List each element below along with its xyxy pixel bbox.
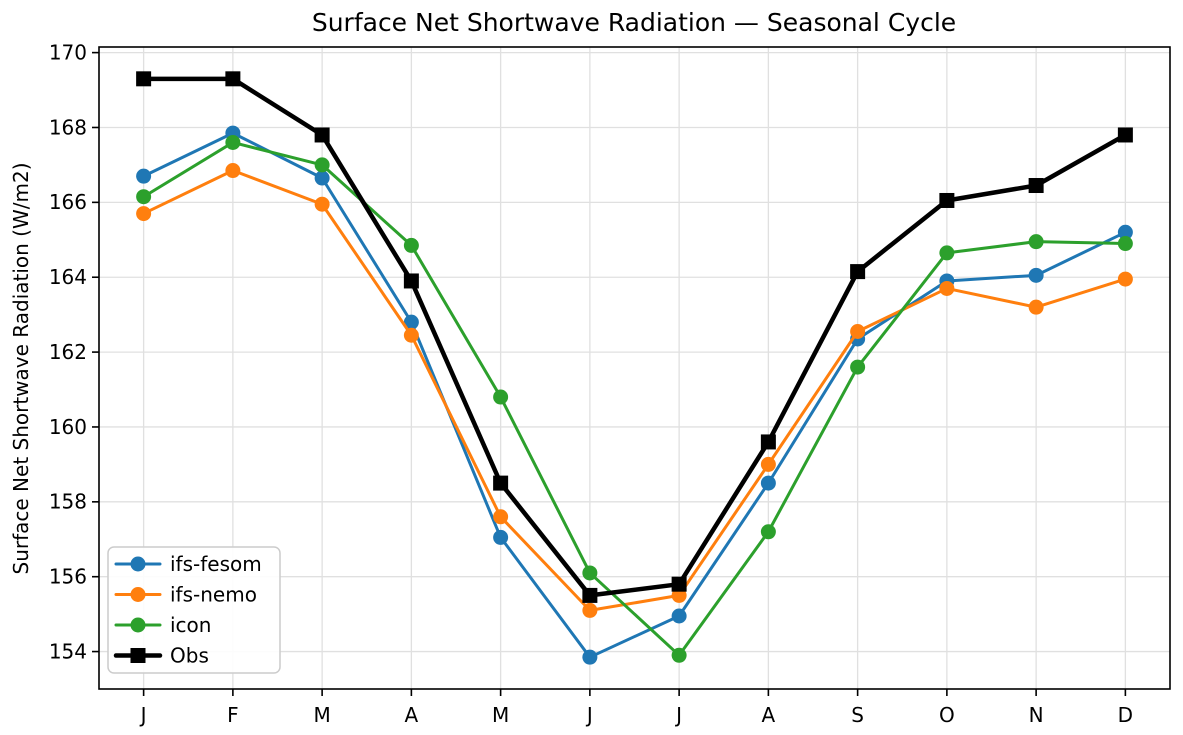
legend-marker-ifs-nemo [130,587,146,602]
y-tick-label: 156 [49,564,87,588]
y-tick-label: 154 [49,639,87,663]
y-tick-label: 158 [49,490,87,514]
data-point-ifs-nemo [1117,271,1133,287]
data-point-ifs-nemo [493,509,509,525]
data-point-Obs [314,127,330,143]
data-point-ifs-nemo [225,163,241,179]
data-point-ifs-nemo [403,327,419,343]
y-tick-label: 160 [49,415,87,439]
data-point-ifs-nemo [760,456,776,472]
y-tick-label: 164 [49,265,87,289]
legend-marker-ifs-fesom [130,556,146,572]
data-point-Obs [939,192,955,208]
data-point-ifs-fesom [136,168,152,184]
series-line-Obs [141,76,1128,598]
data-point-Obs [136,71,152,87]
series-line-ifs-fesom [142,131,1127,659]
data-point-ifs-nemo [1028,299,1044,315]
data-point-ifs-fesom [582,649,598,665]
data-point-icon [939,245,955,261]
legend-box [107,546,281,674]
data-point-ifs-nemo [582,602,598,618]
y-tick-label: 170 [49,40,87,64]
x-tick-label: A [762,703,776,727]
legend-item-label: icon [170,613,211,637]
data-point-ifs-fesom [671,608,687,624]
data-point-ifs-fesom [1117,224,1133,240]
data-point-Obs [1028,178,1044,194]
data-point-icon [850,359,866,375]
data-point-Obs [225,71,241,87]
data-point-ifs-fesom [403,314,419,330]
data-point-icon [403,237,419,253]
chart-title: Surface Net Shortwave Radiation — Season… [312,8,956,37]
data-point-Obs [850,264,866,280]
data-point-Obs [671,576,687,592]
data-point-icon [671,647,687,663]
data-point-Obs [760,434,776,450]
series-layer [136,71,1133,665]
x-tick-label: D [1118,703,1133,727]
legend-item-label: ifs-fesom [170,552,262,576]
data-point-icon [136,189,152,205]
data-point-Obs [582,587,598,603]
data-point-icon [1117,236,1133,252]
data-point-ifs-fesom [314,170,330,186]
x-tick-label: O [939,703,955,727]
x-tick-label: J [139,703,147,727]
data-point-Obs [493,475,509,491]
legend-marker-Obs [130,648,146,663]
data-point-ifs-nemo [939,280,955,296]
y-tick-label: 168 [49,115,87,139]
x-tick-label: S [851,703,864,727]
y-axis-label: Surface Net Shortwave Radiation (W/m2) [9,162,33,574]
x-tick-label: M [313,703,330,727]
legend-marker-icon [130,617,146,633]
x-tick-label: F [227,703,239,727]
data-point-icon [582,565,598,581]
plot-border [98,46,1171,690]
x-tick-label: N [1029,703,1044,727]
data-point-Obs [403,273,419,289]
x-tick-label: A [405,703,419,727]
y-tick-label: 162 [49,340,87,364]
data-point-icon [760,524,776,540]
x-tick-label: M [492,703,509,727]
y-tick-label: 166 [49,190,87,214]
data-point-Obs [1117,127,1133,143]
data-point-icon [1028,234,1044,250]
data-point-ifs-nemo [314,196,330,212]
data-point-ifs-fesom [1028,267,1044,283]
data-point-ifs-nemo [850,324,866,340]
axes-layer: 154 156 158 160 162 164 166 168 170 J F M A M J J A S O N D [49,40,1171,727]
data-point-icon [225,134,241,150]
x-tick-label: J [585,703,593,727]
data-point-icon [314,157,330,173]
data-point-ifs-nemo [136,206,152,222]
data-point-ifs-fesom [760,475,776,491]
series-line-ifs-nemo [142,169,1127,612]
x-tick-label: J [674,703,682,727]
data-point-ifs-fesom [493,529,509,545]
series-line-icon [142,140,1127,657]
legend: ifs-fesom ifs-nemo icon Obs [107,546,281,674]
legend-item-label: ifs-nemo [170,582,257,606]
legend-item-label: Obs [170,643,209,667]
data-point-icon [493,389,509,405]
